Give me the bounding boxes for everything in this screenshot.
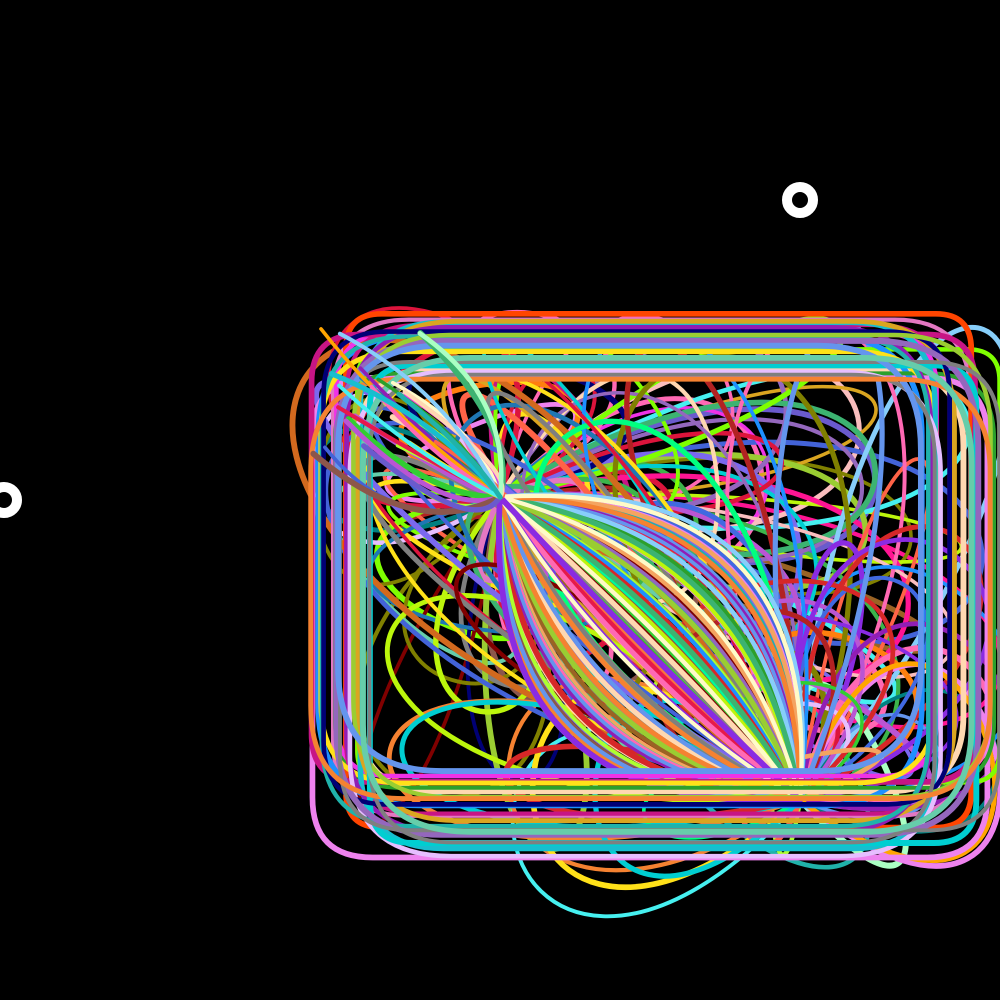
curve-stroke (361, 443, 503, 513)
curve-stroke (345, 416, 503, 500)
curve-stroke (793, 575, 930, 802)
curves-layer (289, 306, 1000, 919)
ring-icon (0, 482, 22, 518)
markers-layer (0, 182, 818, 518)
curve-stroke (367, 372, 937, 845)
curve-stroke (797, 661, 1000, 869)
curve-stroke (360, 354, 975, 835)
curve-stroke (308, 376, 993, 802)
curve-stroke (319, 334, 931, 829)
curve-stroke (337, 331, 502, 499)
curve-stroke (417, 331, 504, 500)
curve-stroke (337, 383, 502, 499)
curve-stroke (343, 418, 503, 504)
curve-stroke (308, 331, 978, 785)
curve-stroke (396, 391, 503, 500)
ring-icon (782, 182, 818, 218)
curve-stroke (335, 342, 924, 774)
curve-stroke (309, 375, 991, 861)
curve-stroke (310, 450, 503, 515)
curve-stroke (319, 327, 502, 499)
